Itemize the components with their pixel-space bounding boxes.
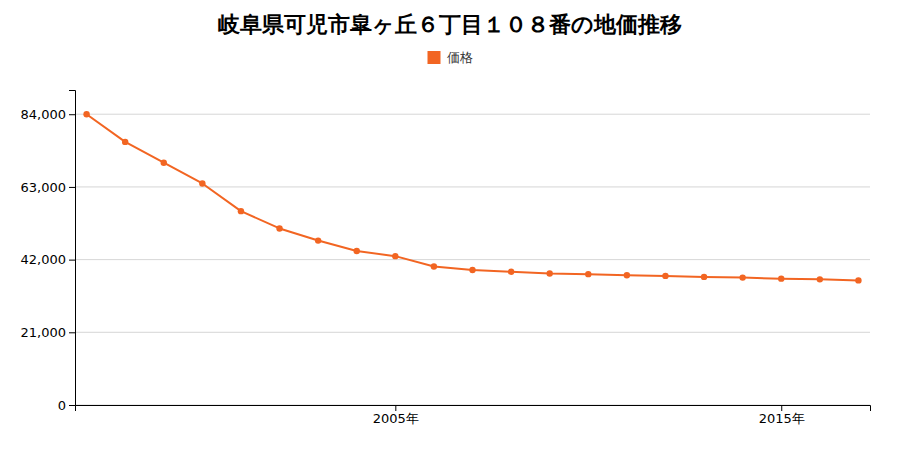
grid-line [75,332,870,333]
grid-line [75,114,870,115]
tick-mark [69,260,75,261]
marker [431,263,437,269]
marker [585,271,591,277]
marker [199,180,205,186]
marker [161,159,167,165]
axis-domain [69,91,76,406]
tick: 2005年 [373,405,419,426]
marker [662,273,668,279]
marker [469,267,475,273]
tick: 42,000 [21,252,76,267]
tick-label: 21,000 [21,325,67,340]
tick: 0 [58,398,75,413]
tick-label: 2005年 [373,411,419,426]
tick: 63,000 [21,180,76,195]
marker [508,269,514,275]
marker [354,248,360,254]
tick-mark [69,114,75,115]
axis-domain [76,406,871,412]
tick-mark [69,187,75,188]
chart: 2005年 2015年 0 21,000 42,000 63,000 84,000 岐阜県可児… [0,0,900,450]
marker [238,208,244,214]
grid-line [75,259,870,260]
marker [817,276,823,282]
tick-mark [395,405,396,411]
y-axis: 0 21,000 42,000 63,000 84,000 [21,91,76,413]
grid-line [75,186,870,187]
title: 岐阜県可児市皐ヶ丘６丁目１０８番の地価推移 [218,12,682,37]
marker [778,275,784,281]
tick-mark [69,405,75,406]
tick: 84,000 [21,107,76,122]
legend: 価格 [428,50,473,65]
tick-mark [781,405,782,411]
marker [701,274,707,280]
marks [83,111,861,284]
line [87,114,859,280]
tick-label: 0 [58,398,66,413]
marker [392,253,398,259]
tick: 2015年 [759,405,805,426]
marker [315,237,321,243]
marker [276,225,282,231]
grid [75,114,870,405]
marker [624,272,630,278]
x-axis: 2005年 2015年 [76,405,871,426]
legend-item: 価格 [428,50,473,65]
tick-label: 84,000 [21,107,67,122]
tick-label: 42,000 [21,252,67,267]
legend-label: 価格 [447,50,473,65]
marker [546,270,552,276]
tick-label: 2015年 [759,411,805,426]
marker [83,111,89,117]
legend-swatch [428,51,441,64]
marker [739,274,745,280]
tick: 21,000 [21,325,76,340]
marker [855,277,861,283]
tick-label: 63,000 [21,180,67,195]
tick-mark [69,332,75,333]
plot: 2005年 2015年 0 21,000 42,000 63,000 84,000 [21,91,871,427]
marker [122,139,128,145]
